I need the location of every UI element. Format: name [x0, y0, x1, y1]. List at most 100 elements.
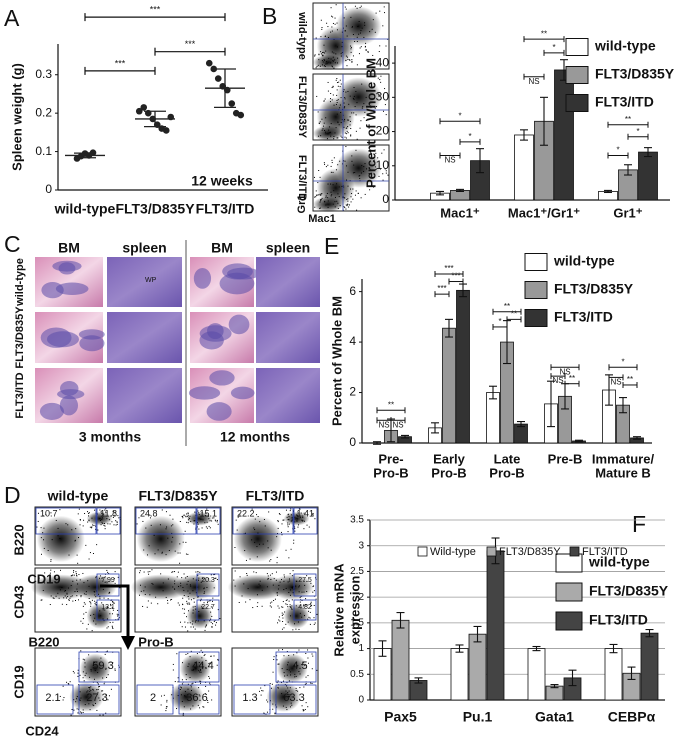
- legend-swatch: [565, 66, 589, 84]
- significance: ***: [115, 58, 126, 68]
- cell-dot: [317, 111, 319, 113]
- cell-dot: [142, 605, 144, 607]
- cell-dot: [303, 528, 305, 530]
- gate-value: 22.2: [237, 508, 255, 518]
- cell-dot: [290, 508, 292, 510]
- cell-dot: [93, 705, 95, 707]
- x-tick-label: Immature/: [592, 451, 655, 466]
- cell-dot: [335, 103, 337, 105]
- cell-dot: [269, 605, 271, 607]
- cell-dot: [104, 576, 106, 578]
- significance: *: [468, 132, 471, 141]
- cell-dot: [187, 683, 189, 685]
- cell-dot: [177, 681, 179, 683]
- cell-dot: [143, 549, 145, 551]
- cell-dot: [74, 540, 76, 542]
- y-tick-label: 2.5: [350, 566, 364, 577]
- cell-dot: [87, 580, 89, 582]
- legend-label: FLT3/ITD: [554, 309, 613, 325]
- cell-dot: [203, 620, 205, 622]
- cell-dot: [112, 601, 114, 603]
- cell-dot: [238, 601, 240, 603]
- cell-dot: [109, 622, 111, 624]
- cell-dot: [347, 200, 349, 202]
- cell-dot: [182, 603, 184, 605]
- cell-dot: [299, 597, 301, 599]
- legend-swatch: [524, 281, 548, 299]
- x-tick-label: Mac1⁺: [440, 205, 480, 220]
- cell-dot: [213, 655, 215, 657]
- cell-dot: [189, 592, 191, 594]
- cell-dot: [355, 90, 357, 92]
- cell-dot: [320, 135, 322, 137]
- axis-label: CD43: [11, 585, 26, 618]
- significance: ***: [437, 284, 446, 293]
- cell-dot: [81, 712, 83, 714]
- cell-dot: [283, 672, 285, 674]
- cell-dot: [288, 600, 290, 602]
- cell-dot: [246, 574, 248, 576]
- cell-dot: [310, 682, 312, 684]
- cell-dot: [234, 546, 236, 548]
- gate: [293, 573, 317, 597]
- cell-dot: [83, 613, 85, 615]
- cell-dot: [211, 626, 213, 628]
- cell-dot: [315, 194, 317, 196]
- cell-dot: [343, 120, 345, 122]
- cell-dot: [108, 519, 110, 521]
- cell-dot: [104, 528, 106, 530]
- cell-dot: [278, 619, 280, 621]
- cell-dot: [367, 51, 369, 53]
- gate-value: 59.3: [92, 660, 113, 672]
- cell-dot: [299, 673, 301, 675]
- cell-dot: [369, 189, 371, 191]
- cell-dot: [317, 194, 319, 196]
- cell-dot: [179, 621, 181, 623]
- gate-value: 4.5: [292, 660, 307, 672]
- cell-dot: [94, 600, 96, 602]
- legend-swatch: [565, 94, 589, 112]
- cell-dot: [325, 63, 327, 65]
- cell-dot: [341, 41, 343, 43]
- cell-dot: [289, 578, 291, 580]
- gate-value: 1.3: [242, 692, 257, 704]
- cell-dot: [159, 524, 161, 526]
- cell-dot: [274, 712, 276, 714]
- gate: [178, 684, 220, 715]
- cell-dot: [276, 562, 278, 564]
- cell-dot: [217, 523, 219, 525]
- cell-dot: [199, 707, 201, 709]
- cell-dot: [270, 559, 272, 561]
- cell-dot: [187, 580, 189, 582]
- cell-dot: [337, 202, 339, 204]
- cell-dot: [188, 598, 190, 600]
- cell-dot: [336, 137, 338, 139]
- cell-dot: [216, 521, 218, 523]
- cell-dot: [110, 661, 112, 663]
- cell-dot: [347, 119, 349, 121]
- cell-dot: [325, 166, 327, 168]
- cell-dot: [333, 38, 335, 40]
- cell-dot: [172, 518, 174, 520]
- cell-dot: [42, 575, 44, 577]
- cell-dot: [205, 693, 207, 695]
- cell-dot: [357, 192, 359, 194]
- cell-dot: [179, 689, 181, 691]
- cell-dot: [50, 512, 52, 514]
- cell-dot: [84, 674, 86, 676]
- cell-dot: [181, 515, 183, 517]
- cell-dot: [305, 598, 307, 600]
- cell-dot: [189, 676, 191, 678]
- cell-dot: [90, 601, 92, 603]
- cell-dot: [94, 525, 96, 527]
- cell-dot: [193, 523, 195, 525]
- cell-dot: [344, 136, 346, 138]
- cell-dot: [70, 585, 72, 587]
- cell-dot: [266, 573, 268, 575]
- marrow-region: [79, 335, 105, 352]
- cell-dot: [185, 653, 187, 655]
- cell-dot: [182, 597, 184, 599]
- cell-dot: [272, 671, 274, 673]
- cell-dot: [310, 601, 312, 603]
- cell-dot: [177, 695, 179, 697]
